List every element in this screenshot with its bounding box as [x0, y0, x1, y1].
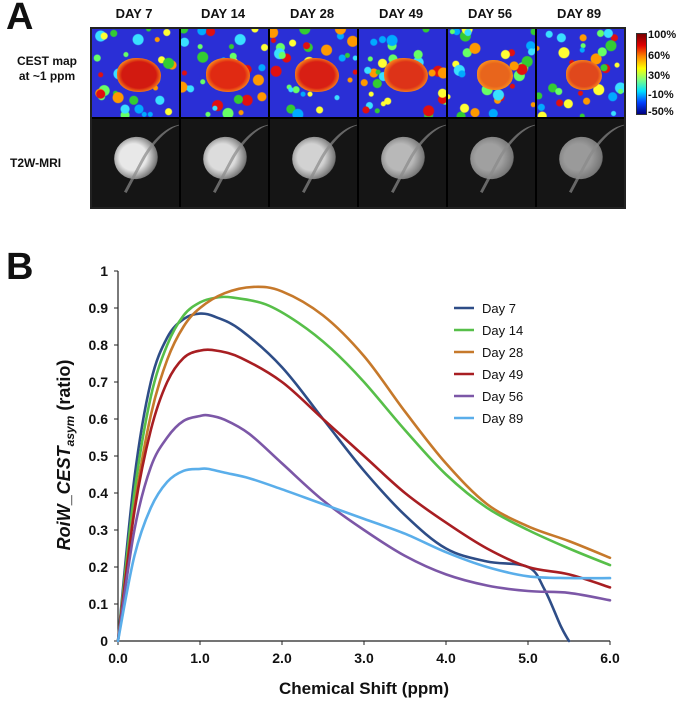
legend-label: Day 56	[482, 389, 523, 404]
colorbar-tick: -10%	[648, 89, 674, 101]
y-tick-label: 0.5	[89, 448, 109, 464]
tumor-region	[205, 58, 250, 92]
mri-tile	[537, 119, 624, 207]
x-tick-label: 3.0	[354, 650, 374, 666]
y-tick-label: 0.7	[89, 374, 109, 390]
y-tick-label: 0.1	[89, 596, 109, 612]
day-label-7: DAY 7	[115, 6, 153, 21]
colorbar	[636, 33, 647, 115]
legend-label: Day 14	[482, 323, 523, 338]
y-tick-label: 0.3	[89, 522, 109, 538]
cest-row-label-line2: at ~1 ppm	[18, 69, 76, 83]
x-tick-label: 0.0	[108, 650, 128, 666]
cest-map-tile	[92, 29, 179, 117]
panel-b-letter: B	[6, 246, 34, 288]
x-axis-label: Chemical Shift (ppm)	[279, 679, 449, 698]
series-line-day-56	[116, 413, 612, 643]
y-tick-label: 0.9	[89, 300, 109, 316]
cest-map-tile	[537, 29, 624, 117]
day-label-56: DAY 56	[467, 6, 513, 21]
y-tick-label: 0.6	[89, 411, 109, 427]
cest-row-label-line1: CEST map	[16, 54, 77, 68]
image-grid	[90, 27, 626, 209]
mri-tile	[92, 119, 179, 207]
x-tick-label: 6.0	[600, 650, 620, 666]
day-label-14: DAY 14	[200, 6, 246, 21]
x-tick-label: 5.0	[518, 650, 538, 666]
legend-label: Day 28	[482, 345, 523, 360]
tumor-region	[383, 58, 428, 92]
y-tick-label: 0.8	[89, 337, 109, 353]
cest-map-tile	[270, 29, 357, 117]
y-axis-label-main: RoiW_CEST	[54, 444, 74, 550]
x-tick-label: 2.0	[272, 650, 292, 666]
y-tick-label: 0	[100, 633, 108, 649]
cest-map-tile	[359, 29, 446, 117]
series-line-day-89	[116, 467, 612, 643]
series-line-day-28	[116, 285, 612, 643]
series-line-day-7	[116, 312, 571, 643]
mri-tile	[181, 119, 268, 207]
day-label-49: DAY 49	[378, 6, 424, 21]
tumor-region	[476, 60, 513, 90]
day-label-89: DAY 89	[556, 6, 602, 21]
x-tick-label: 1.0	[190, 650, 210, 666]
cest-map-tile	[181, 29, 268, 117]
cest-row-label: CEST map at ~1 ppm	[6, 54, 88, 84]
y-axis-label-sub: asym	[63, 415, 77, 446]
x-tick-label: 4.0	[436, 650, 456, 666]
colorbar-tick: 30%	[648, 70, 671, 82]
legend-label: Day 49	[482, 367, 523, 382]
mri-tile	[270, 119, 357, 207]
tumor-region	[294, 58, 339, 92]
day-label-28: DAY 28	[289, 6, 335, 21]
y-tick-label: 0.2	[89, 559, 109, 575]
legend-label: Day 7	[482, 301, 516, 316]
tumor-region	[565, 60, 602, 90]
mri-row-label: T2W-MRI	[10, 156, 62, 170]
y-axis-label: RoiW_CESTasym (ratio)	[54, 360, 77, 551]
mri-tile	[359, 119, 446, 207]
y-tick-label: 0.4	[89, 485, 109, 501]
colorbar-tick: -50%	[648, 106, 674, 118]
legend-label: Day 89	[482, 411, 523, 426]
y-axis-label-tail: (ratio)	[54, 360, 74, 416]
series-line-day-49	[116, 348, 612, 643]
y-tick-label: 1	[100, 263, 108, 279]
series-line-day-14	[116, 295, 612, 643]
tumor-region	[116, 58, 161, 92]
mri-tile	[448, 119, 535, 207]
colorbar-tick: 100%	[648, 29, 677, 41]
panel-a-letter: A	[6, 0, 34, 38]
cest-map-tile	[448, 29, 535, 117]
colorbar-tick: 60%	[648, 50, 671, 62]
